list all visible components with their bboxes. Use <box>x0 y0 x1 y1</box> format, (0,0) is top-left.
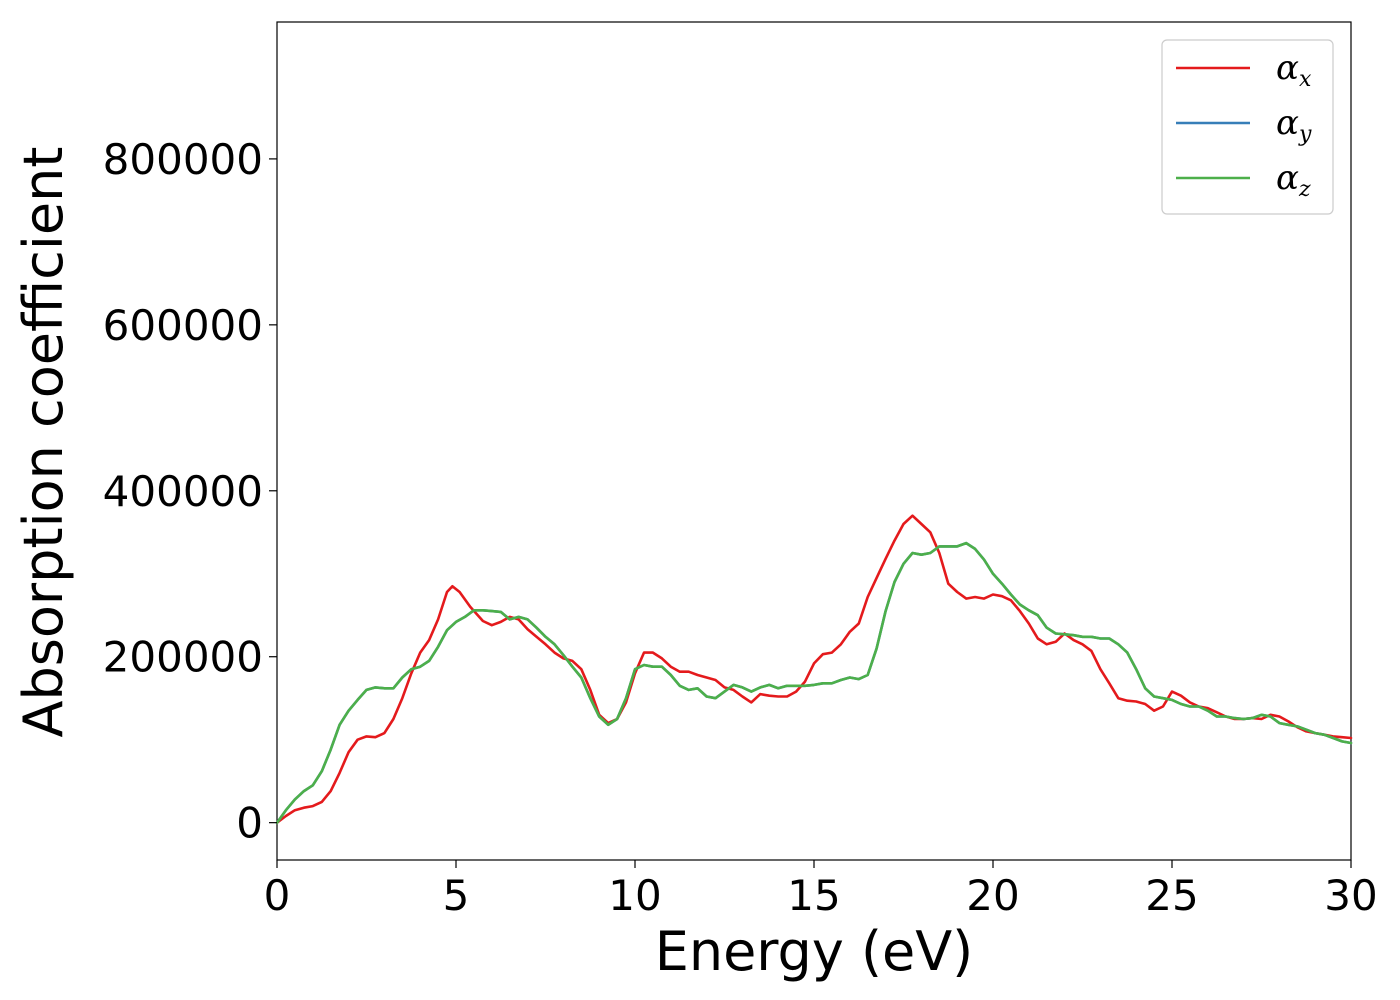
x-tick-label: 10 <box>608 871 661 920</box>
x-axis-title: Energy (eV) <box>655 920 974 983</box>
x-tick-label: 25 <box>1145 871 1198 920</box>
y-tick-label: 400000 <box>103 467 263 516</box>
x-tick-label: 20 <box>966 871 1019 920</box>
y-tick-label: 800000 <box>103 135 263 184</box>
y-tick-label: 200000 <box>103 633 263 682</box>
legend-label-1: αy <box>1276 103 1312 147</box>
y-tick-label: 600000 <box>103 301 263 350</box>
legend-label-0: αx <box>1276 48 1312 92</box>
x-tick-label: 5 <box>443 871 470 920</box>
x-tick-label: 15 <box>787 871 840 920</box>
series-line-0 <box>275 514 1353 824</box>
x-axis-ticks: 0 5 10 15 20 25 30 <box>264 860 1378 920</box>
legend-label-2: αz <box>1276 158 1311 202</box>
series-line-1 <box>275 541 1353 824</box>
y-axis-title: Absorption coefficient <box>12 147 75 738</box>
legend: αx αy αz <box>1161 39 1334 215</box>
legend-box <box>1161 39 1334 215</box>
series-layer <box>275 514 1353 824</box>
x-tick-label: 30 <box>1324 871 1377 920</box>
series-line-2 <box>275 541 1353 824</box>
x-tick-label: 0 <box>264 871 291 920</box>
y-tick-label: 0 <box>236 799 263 848</box>
y-axis-ticks: 0 200000 400000 600000 800000 <box>103 135 277 848</box>
